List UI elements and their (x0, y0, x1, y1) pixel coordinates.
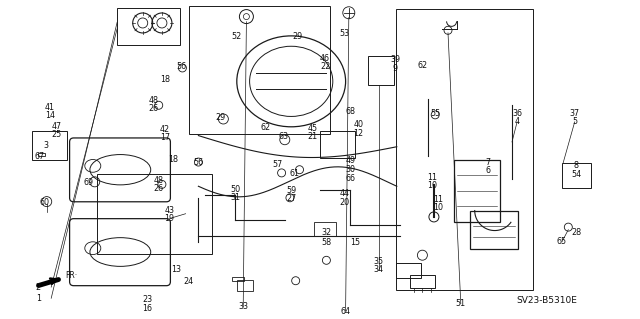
Text: 19: 19 (164, 214, 175, 223)
Text: 41: 41 (45, 103, 55, 112)
Bar (314, 222, 336, 236)
Text: 69: 69 (83, 178, 93, 187)
Text: FR·: FR· (65, 271, 77, 280)
Text: 63: 63 (278, 132, 289, 141)
Text: 29: 29 (216, 113, 226, 122)
Text: 7: 7 (485, 158, 490, 167)
Bar (232, 277, 244, 281)
Text: 56: 56 (193, 158, 204, 167)
Text: 57: 57 (273, 160, 283, 169)
Text: 37: 37 (570, 109, 580, 118)
Text: 3: 3 (44, 141, 49, 150)
Text: 62: 62 (260, 123, 271, 132)
Text: 61: 61 (289, 169, 300, 178)
Text: 20: 20 (339, 198, 349, 207)
Text: 68: 68 (346, 107, 356, 115)
Text: 58: 58 (321, 238, 332, 247)
Text: 56: 56 (176, 63, 186, 71)
Text: 62: 62 (417, 61, 428, 70)
Text: 36: 36 (512, 109, 522, 118)
Bar (562, 163, 591, 188)
Text: 65: 65 (557, 237, 567, 246)
Text: 29: 29 (292, 32, 303, 41)
Bar (470, 211, 518, 249)
Text: 40: 40 (353, 120, 364, 129)
Text: 45: 45 (307, 124, 317, 133)
Text: 1: 1 (36, 294, 41, 303)
Bar (38, 153, 45, 156)
Text: 2: 2 (36, 283, 41, 292)
Text: 11: 11 (427, 173, 437, 182)
Text: 51: 51 (456, 299, 466, 308)
Text: 34: 34 (374, 265, 384, 274)
Text: 14: 14 (45, 111, 55, 120)
Text: 30: 30 (346, 165, 356, 174)
Text: 50: 50 (230, 185, 241, 194)
Text: 8: 8 (573, 161, 579, 170)
Bar (320, 131, 355, 158)
Text: 66: 66 (346, 174, 356, 182)
Text: 28: 28 (571, 228, 581, 237)
Text: 27: 27 (286, 194, 296, 203)
Text: 39: 39 (390, 56, 401, 64)
Text: 26: 26 (154, 184, 164, 193)
Bar (454, 160, 500, 222)
Bar (117, 8, 180, 45)
Text: 13: 13 (171, 265, 181, 274)
Text: 48: 48 (148, 96, 159, 105)
Text: 31: 31 (230, 193, 241, 202)
Text: 49: 49 (346, 156, 356, 165)
Text: 46: 46 (320, 54, 330, 63)
Text: 55: 55 (430, 109, 440, 118)
Text: 67: 67 (35, 152, 45, 161)
Text: 47: 47 (51, 122, 61, 131)
Bar (396, 263, 421, 278)
Text: 11: 11 (433, 195, 444, 204)
Text: 48: 48 (154, 176, 164, 185)
Text: SV23-B5310E: SV23-B5310E (516, 296, 578, 305)
Text: 18: 18 (168, 155, 178, 164)
Text: 21: 21 (307, 132, 317, 141)
Text: 33: 33 (238, 302, 248, 311)
Text: 52: 52 (232, 32, 242, 41)
Text: 60: 60 (40, 198, 50, 207)
Text: 32: 32 (321, 228, 332, 237)
Text: 42: 42 (160, 125, 170, 134)
Text: 5: 5 (572, 117, 577, 126)
Text: 44: 44 (339, 189, 349, 198)
Text: 22: 22 (320, 63, 330, 71)
Text: 15: 15 (350, 238, 360, 247)
Bar (410, 275, 435, 288)
Text: 18: 18 (160, 75, 170, 84)
Bar (368, 56, 394, 85)
Text: 35: 35 (374, 257, 384, 266)
Text: 26: 26 (148, 104, 159, 113)
Text: 16: 16 (142, 304, 152, 313)
Text: 6: 6 (485, 166, 490, 175)
Text: 54: 54 (571, 170, 581, 179)
Text: 4: 4 (515, 117, 520, 126)
Text: 12: 12 (353, 129, 364, 138)
Text: 64: 64 (340, 307, 351, 315)
Bar (396, 9, 533, 290)
Bar (237, 280, 253, 291)
Bar (97, 174, 212, 254)
Text: 10: 10 (427, 181, 437, 189)
Text: 24: 24 (184, 277, 194, 286)
Text: 59: 59 (286, 186, 296, 195)
Text: 25: 25 (51, 130, 61, 139)
Bar (32, 131, 67, 160)
Text: 53: 53 (339, 29, 349, 38)
Text: 43: 43 (164, 206, 175, 215)
Text: 17: 17 (160, 133, 170, 142)
Text: 9: 9 (393, 64, 398, 73)
Text: 23: 23 (142, 295, 152, 304)
Bar (189, 6, 330, 134)
Text: 10: 10 (433, 204, 444, 212)
